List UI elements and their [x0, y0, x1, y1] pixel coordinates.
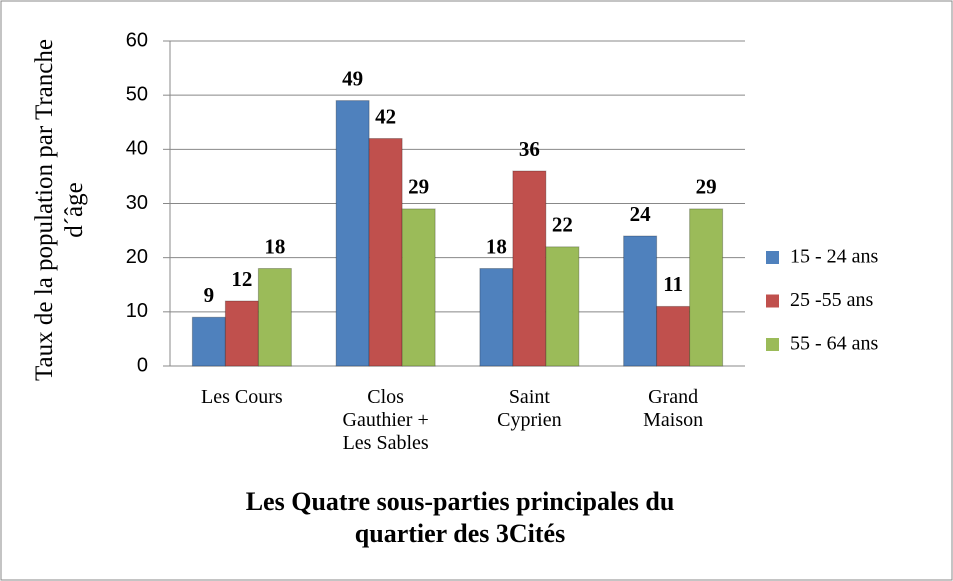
bar — [191, 316, 226, 367]
y-tick-label: 40 — [126, 138, 148, 160]
x-tick-label: Saint Cyprien — [497, 386, 562, 431]
data-label: 18 — [486, 234, 507, 258]
bar — [545, 246, 580, 367]
y-tick-label: 30 — [126, 192, 148, 214]
bar — [368, 138, 403, 367]
y-tick-label: 50 — [126, 83, 148, 105]
legend-marker — [766, 294, 779, 308]
bar — [689, 208, 724, 367]
x-tick-label: Grand Maison — [643, 386, 704, 431]
data-label: 24 — [630, 202, 652, 226]
legend-marker — [766, 338, 779, 351]
data-label: 42 — [375, 104, 396, 128]
data-label: 12 — [231, 267, 252, 291]
legend-label: 25 -55 ans — [790, 289, 874, 311]
bar — [224, 300, 259, 367]
legend-label: 55 - 64 ans — [790, 333, 879, 355]
y-tick-label: 20 — [126, 246, 148, 268]
data-label: 29 — [408, 175, 429, 199]
legend-marker — [766, 251, 779, 264]
bar — [656, 305, 691, 367]
bar — [512, 170, 547, 367]
y-axis-title: Taux de la population par Tranche d´âge — [31, 39, 88, 381]
data-label: 36 — [519, 137, 540, 161]
data-label: 22 — [552, 213, 573, 237]
legend-label: 15 - 24 ans — [790, 246, 879, 268]
y-tick-label: 0 — [137, 354, 148, 376]
bar — [401, 208, 436, 367]
y-tick-label: 60 — [126, 29, 148, 51]
data-label: 18 — [264, 234, 285, 258]
bar — [257, 268, 292, 367]
x-tick-label: Les Cours — [201, 386, 283, 408]
bar — [623, 235, 658, 367]
data-label: 29 — [696, 175, 717, 199]
x-axis-title: Les Quatre sous-parties principales du q… — [245, 487, 675, 548]
data-label: 49 — [342, 66, 363, 90]
bar — [335, 100, 370, 367]
x-tick-label: Clos Gauthier + Les Sables — [342, 386, 429, 454]
data-label: 11 — [663, 272, 683, 296]
data-label: 9 — [204, 283, 215, 307]
bar — [479, 268, 514, 367]
y-tick-label: 10 — [126, 300, 148, 322]
